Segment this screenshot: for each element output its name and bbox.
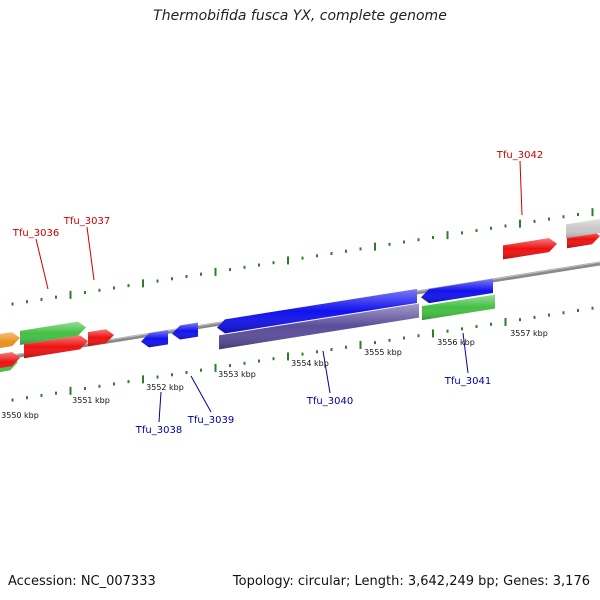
label-leader-line (35, 238, 49, 290)
gene-label: Tfu_3042 (496, 150, 543, 161)
scale-label: 3556 kbp (437, 338, 475, 347)
gene-arrow (172, 322, 198, 340)
scale-label: 3557 kbp (510, 329, 548, 338)
gene-arrow (141, 330, 168, 348)
label-leader-line (519, 160, 523, 216)
scale-labels: 3550 kbp 3551 kbp 3552 kbp 3553 kbp 3554 kbp… (1, 329, 548, 420)
gene-arrow (20, 321, 86, 345)
scale-label: 3550 kbp (1, 411, 39, 420)
gene-arrow (217, 288, 417, 334)
gene-arrow (503, 238, 557, 260)
scale-label: 3554 kbp (291, 359, 329, 368)
gene-arrow (421, 278, 493, 304)
label-leaders (35, 160, 523, 423)
gene-label: Tfu_3037 (63, 216, 110, 227)
gene-arrow (566, 219, 600, 239)
gene-arrow (219, 303, 419, 350)
gene-label: Tfu_3040 (306, 396, 353, 407)
gene-arrow (0, 332, 20, 349)
scale-label: 3555 kbp (364, 348, 402, 357)
gene-arrow (88, 329, 114, 347)
gene-label: Tfu_3036 (12, 228, 59, 239)
scale-label: 3553 kbp (218, 370, 256, 379)
gene-arrow (24, 335, 88, 359)
label-leader-line (86, 226, 95, 281)
gene-features (0, 219, 600, 372)
label-leader-line (158, 391, 162, 423)
gene-labels: Tfu_3036 Tfu_3037 Tfu_3042 Tfu_3038 Tfu_3039… (12, 150, 543, 436)
gene-label: Tfu_3041 (444, 376, 491, 387)
label-leader-line (322, 350, 331, 394)
tick-marks (11, 208, 594, 402)
map-title: Thermobifida fusca YX, complete genome (153, 8, 447, 24)
scale-label: 3552 kbp (146, 383, 184, 392)
accession-text: Accession: NC_007333 (8, 574, 156, 589)
label-leader-line (190, 375, 212, 413)
label-leader-line (462, 332, 469, 374)
gene-label: Tfu_3038 (135, 425, 182, 436)
scale-label: 3551 kbp (72, 396, 110, 405)
gene-arrow (422, 294, 495, 321)
genome-stats-text: Topology: circular; Length: 3,642,249 bp… (232, 574, 590, 589)
gene-label: Tfu_3039 (187, 415, 234, 426)
gene-arrow (0, 352, 20, 369)
